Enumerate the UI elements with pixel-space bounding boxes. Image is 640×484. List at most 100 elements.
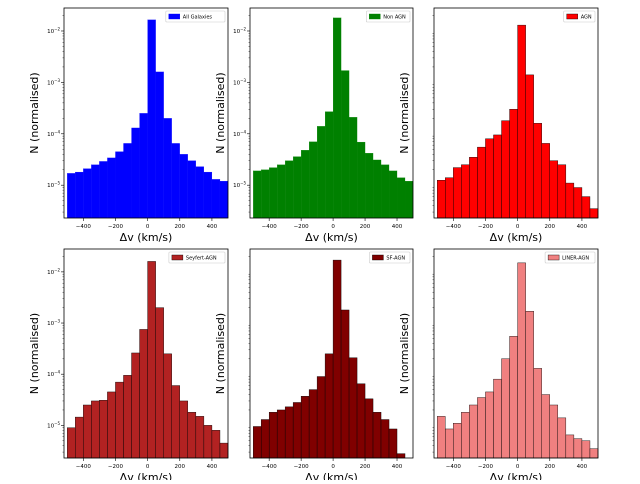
histogram-bar — [469, 404, 478, 459]
histogram-bar — [211, 179, 221, 219]
histogram-bar — [501, 120, 510, 219]
histogram-bar — [380, 419, 390, 459]
x-axis-label: Δv (km/s) — [490, 231, 543, 244]
panel-3: −400 −200 0 200 400 Δv (km/s) N (normalised) AG… — [398, 7, 599, 244]
axes-frame — [433, 7, 599, 219]
histogram-bar — [115, 151, 124, 219]
histogram-bar — [203, 425, 213, 459]
histogram-bar — [293, 156, 302, 219]
x-tick-label: 0 — [146, 464, 150, 470]
panel-1: −400 −200 0 200 400 10−5 10−4 10−3 10−2 Δv (km/s)… — [28, 7, 229, 244]
y-tick-label: 10−4 — [233, 129, 246, 138]
x-tick-label: 200 — [545, 464, 556, 470]
histogram-bar — [388, 170, 398, 219]
histogram-bar — [493, 378, 502, 459]
y-axis-label: N (normalised) — [28, 72, 41, 153]
histogram-bar — [461, 412, 470, 459]
histogram-bar — [589, 448, 599, 459]
x-tick-label: 0 — [146, 224, 150, 230]
histogram-bar — [549, 404, 559, 459]
histogram-bar — [187, 412, 197, 459]
histogram-bar — [179, 154, 188, 219]
histogram-bar — [445, 428, 454, 459]
histogram-bar — [67, 173, 76, 219]
x-tick-label: −200 — [478, 464, 494, 470]
x-tick-label: −400 — [76, 224, 92, 230]
legend: Non AGN — [365, 10, 411, 23]
histogram-bar — [252, 426, 262, 459]
legend: SF-AGN — [369, 251, 411, 264]
x-axis-label: Δv (km/s) — [305, 231, 358, 244]
histogram-bar — [372, 159, 382, 219]
histogram-bar — [509, 336, 518, 459]
histogram-bar — [557, 417, 567, 459]
histogram-bar — [308, 389, 318, 459]
axes-frame — [249, 7, 414, 219]
legend-box — [369, 251, 411, 264]
panel-5: −400 −200 0 200 400 Δv (km/s) N (normalised) SF… — [214, 248, 414, 484]
legend-swatch — [372, 254, 384, 261]
histogram-bar — [219, 442, 229, 459]
histogram-bar — [269, 167, 278, 219]
legend-label: LINER-AGN — [562, 256, 589, 262]
legend-swatch — [171, 254, 184, 261]
histogram-bar — [356, 383, 366, 459]
histogram-bar — [340, 70, 350, 219]
x-tick-label: −400 — [262, 224, 278, 230]
y-tick-label: 10−3 — [47, 78, 60, 87]
histogram-bar — [203, 171, 213, 219]
axes-frame — [63, 7, 229, 219]
legend-swatch — [566, 13, 578, 20]
legend: AGN — [563, 10, 596, 23]
histogram-bar — [107, 157, 116, 219]
x-tick-label: 200 — [360, 464, 371, 470]
legend-swatch — [168, 13, 181, 20]
histogram-bar — [485, 138, 494, 219]
histogram-bar — [317, 126, 326, 219]
histogram-bar — [533, 368, 542, 459]
histogram-bar — [340, 309, 350, 459]
histogram-bar — [356, 141, 366, 219]
histogram-bar — [301, 150, 310, 219]
histogram-bar — [324, 353, 334, 459]
y-axis-label: N (normalised) — [28, 313, 41, 394]
x-tick-label: 400 — [577, 464, 588, 470]
panel-4: −400 −200 0 200 400 10−5 10−4 10−3 10−2 Δv (km/s)… — [28, 248, 229, 484]
histogram-bar — [195, 166, 204, 219]
histogram-bar — [75, 416, 84, 459]
histogram-bar — [453, 423, 462, 459]
histogram-bar — [533, 123, 542, 219]
histogram-bar — [581, 196, 591, 219]
x-tick-label: −200 — [108, 464, 124, 470]
histogram-bar — [163, 118, 172, 219]
histogram-bar — [99, 400, 108, 459]
histogram-bar — [461, 164, 470, 219]
histogram-bar — [445, 177, 454, 219]
histogram-bar — [123, 143, 132, 219]
legend: All Galaxies — [165, 10, 226, 23]
histogram-bar — [348, 357, 358, 459]
histogram-bar — [171, 143, 180, 219]
x-tick-label: 0 — [516, 464, 520, 470]
histogram-bar — [171, 385, 180, 459]
histogram-bar — [557, 164, 567, 219]
histogram-bar — [589, 208, 599, 219]
histogram-bar — [565, 182, 575, 219]
histogram-bar — [211, 430, 221, 459]
x-tick-label: −200 — [294, 224, 310, 230]
histogram-bar — [309, 141, 318, 219]
x-tick-label: 400 — [392, 224, 403, 230]
histogram-bar — [509, 109, 518, 219]
panel-6: −400 −200 0 200 400 Δv (km/s) N (normalised) LI… — [398, 248, 599, 484]
histogram-bar — [469, 157, 478, 219]
legend-box — [168, 251, 226, 264]
histogram-bar — [195, 416, 205, 459]
histogram-bar — [75, 171, 84, 219]
histogram-bar — [123, 375, 132, 459]
histogram-bar — [139, 329, 148, 459]
legend-label: Non AGN — [383, 15, 406, 21]
histogram-bar — [163, 353, 172, 459]
histogram-bar — [325, 111, 334, 219]
x-tick-label: 400 — [392, 464, 403, 470]
legend-box — [544, 251, 596, 264]
